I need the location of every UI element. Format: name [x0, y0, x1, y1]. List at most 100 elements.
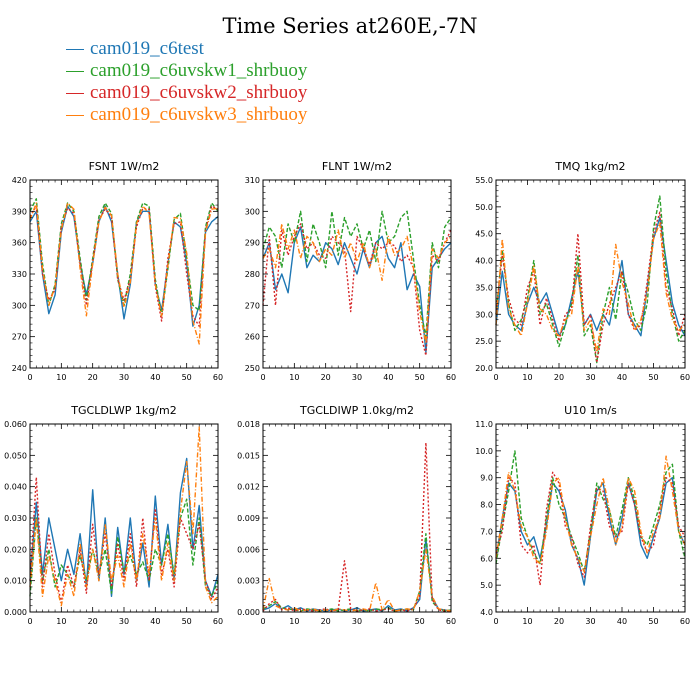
chart-title: U10 1m/s	[564, 404, 617, 417]
chart-title: TMQ 1kg/m2	[554, 160, 625, 173]
x-tick-label: 20	[554, 373, 564, 382]
legend-entry: cam019_c6uvskw3_shrbuoy	[66, 104, 307, 126]
series-line	[495, 471, 686, 586]
y-tick-label: 310	[245, 176, 260, 185]
x-tick-label: 40	[383, 617, 393, 626]
y-tick-label: 0.030	[4, 514, 27, 523]
legend-swatch	[66, 48, 84, 50]
y-tick-label: 11.0	[475, 420, 493, 429]
x-tick-label: 0	[493, 373, 498, 382]
x-tick-label: 30	[352, 617, 362, 626]
legend-entry: cam019_c6uvskw2_shrbuoy	[66, 82, 307, 104]
x-tick-label: 40	[617, 373, 627, 382]
x-tick-label: 10	[289, 373, 299, 382]
x-tick-label: 0	[493, 617, 498, 626]
y-tick-label: 0.020	[4, 545, 27, 554]
chart-panel: FLNT 1W/m2 0 10 20 30 40 50 60 250 260 270 280 290 30…	[245, 160, 456, 382]
y-tick-label: 30.0	[475, 310, 493, 319]
legend-swatch	[66, 70, 84, 72]
chart-title: TGCLDLWP 1kg/m2	[70, 404, 176, 417]
y-tick-label: 0.060	[4, 420, 27, 429]
plot-frame	[495, 423, 686, 613]
x-tick-label: 10	[522, 373, 532, 382]
x-tick-label: 60	[680, 373, 690, 382]
y-tick-label: 0.015	[237, 451, 260, 460]
x-tick-label: 0	[260, 617, 265, 626]
legend-label: cam019_c6uvskw1_shrbuoy	[90, 60, 308, 81]
y-tick-label: 0.040	[4, 483, 27, 492]
x-tick-label: 20	[321, 617, 331, 626]
y-tick-label: 6.0	[480, 554, 493, 563]
x-tick-label: 60	[213, 373, 223, 382]
y-tick-label: 420	[12, 176, 27, 185]
y-tick-label: 290	[245, 239, 260, 248]
chart-panel: TGCLDLWP 1kg/m2 0 10 20 30 40 50 60 0.000 0.010 0.…	[4, 404, 223, 626]
x-tick-label: 0	[27, 373, 32, 382]
y-tick-label: 330	[12, 270, 27, 279]
x-tick-label: 30	[585, 617, 595, 626]
series-line	[495, 195, 686, 364]
y-tick-label: 0.003	[237, 577, 260, 586]
y-tick-label: 25.0	[475, 337, 493, 346]
y-tick-label: 40.0	[475, 257, 493, 266]
x-tick-label: 50	[648, 373, 658, 382]
x-tick-label: 30	[119, 617, 129, 626]
y-tick-label: 4.0	[480, 608, 493, 617]
x-tick-label: 50	[415, 373, 425, 382]
x-tick-label: 10	[56, 617, 66, 626]
legend-label: cam019_c6uvskw2_shrbuoy	[90, 82, 308, 103]
x-tick-label: 20	[321, 373, 331, 382]
series-line	[29, 426, 219, 607]
legend-label: cam019_c6test	[90, 38, 204, 59]
y-tick-label: 300	[245, 207, 260, 216]
series-line	[29, 202, 219, 345]
series-line	[495, 222, 686, 353]
chart-title: FSNT 1W/m2	[89, 160, 160, 173]
legend-swatch	[66, 92, 84, 94]
y-tick-label: 0.050	[4, 451, 27, 460]
series-line	[262, 223, 452, 357]
y-tick-label: 0.009	[237, 514, 260, 523]
x-tick-label: 40	[150, 617, 160, 626]
series-line	[495, 455, 686, 573]
plot-frame	[495, 179, 686, 369]
series-line	[262, 223, 452, 344]
x-tick-label: 30	[585, 373, 595, 382]
legend: cam019_c6test cam019_c6uvskw1_shrbuoy ca…	[66, 38, 307, 126]
y-tick-label: 8.0	[480, 501, 493, 510]
y-tick-label: 50.0	[475, 203, 493, 212]
legend-swatch	[66, 114, 84, 116]
x-tick-label: 50	[182, 373, 192, 382]
x-tick-label: 10	[289, 617, 299, 626]
main-title: Time Series at260E,-7N	[222, 14, 478, 38]
y-tick-label: 5.0	[480, 581, 493, 590]
legend-entry: cam019_c6uvskw1_shrbuoy	[66, 60, 307, 82]
x-tick-label: 30	[352, 373, 362, 382]
chart-panel: FSNT 1W/m2 0 10 20 30 40 50 60 240 270 300 330 360 39…	[12, 160, 223, 382]
y-tick-label: 390	[12, 207, 27, 216]
x-tick-label: 0	[260, 373, 265, 382]
plot-frame	[29, 179, 219, 369]
y-tick-label: 45.0	[475, 230, 493, 239]
legend-entry: cam019_c6test	[66, 38, 307, 60]
series-line	[262, 210, 452, 338]
series-line	[495, 211, 686, 364]
y-tick-label: 0.010	[4, 577, 27, 586]
x-tick-label: 50	[182, 617, 192, 626]
y-tick-label: 9.0	[480, 474, 493, 483]
y-tick-label: 260	[245, 333, 260, 342]
series-line	[262, 226, 452, 353]
y-tick-label: 250	[245, 364, 260, 373]
x-tick-label: 20	[88, 617, 98, 626]
y-tick-label: 7.0	[480, 527, 493, 536]
x-tick-label: 60	[446, 373, 456, 382]
series-line	[495, 450, 686, 573]
y-tick-label: 270	[245, 301, 260, 310]
x-tick-label: 30	[119, 373, 129, 382]
y-tick-label: 300	[12, 301, 27, 310]
x-tick-label: 0	[27, 617, 32, 626]
chart-panel: TGCLDIWP 1.0kg/m2 0 10 20 30 40 50 60 0.000 0.003…	[237, 404, 456, 626]
y-tick-label: 240	[12, 364, 27, 373]
plot-frame	[262, 423, 452, 613]
